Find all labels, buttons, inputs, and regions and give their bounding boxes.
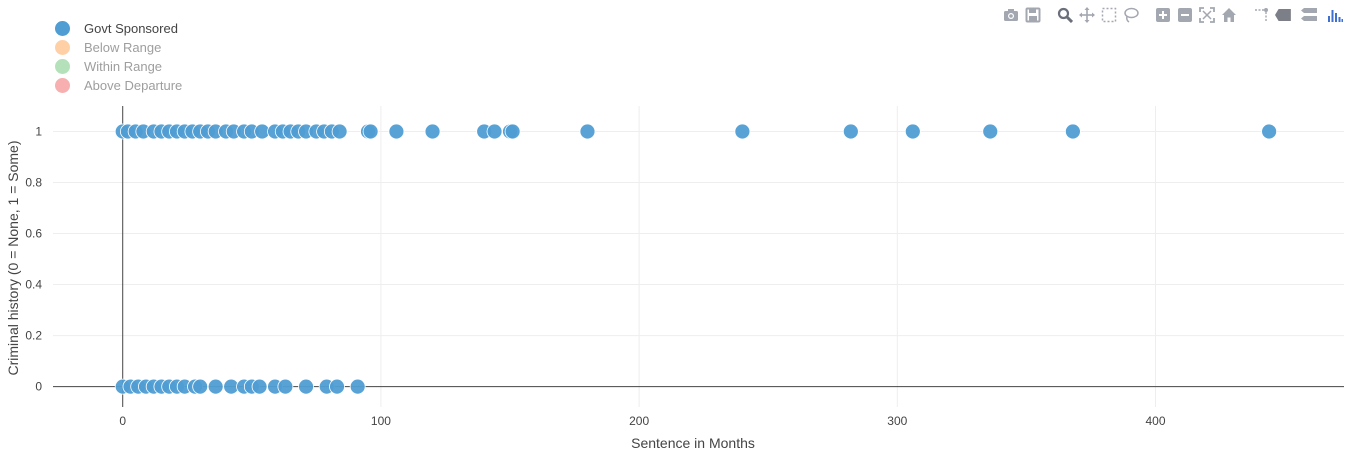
data-point[interactable] [424, 123, 441, 140]
data-point[interactable] [349, 378, 366, 395]
data-point[interactable] [277, 378, 294, 395]
data-point[interactable] [1261, 123, 1278, 140]
y-tick-label: 0.2 [25, 329, 42, 343]
legend-label: Govt Sponsored [84, 21, 178, 36]
legend-label: Within Range [84, 59, 163, 74]
x-tick-label: 200 [629, 414, 649, 428]
legend-marker-icon [55, 21, 70, 36]
plotly-logo-icon[interactable] [1327, 7, 1343, 23]
legend-item[interactable]: Above Departure [55, 76, 182, 95]
data-points[interactable] [114, 123, 1278, 395]
y-tick-label: 0.6 [25, 227, 42, 241]
legend-item[interactable]: Govt Sponsored [55, 19, 182, 38]
legend: Govt Sponsored Below Range Within Range Abo… [55, 19, 182, 95]
y-tick-label: 0.4 [25, 278, 42, 292]
x-tick-label: 400 [1145, 414, 1165, 428]
data-point[interactable] [388, 123, 405, 140]
data-point[interactable] [331, 123, 348, 140]
data-point[interactable] [298, 378, 314, 395]
hover-compare-icon[interactable] [1301, 7, 1321, 23]
data-point[interactable] [207, 378, 224, 395]
data-point[interactable] [251, 378, 268, 395]
data-point[interactable] [982, 123, 999, 140]
legend-label: Below Range [84, 40, 162, 55]
data-point[interactable] [486, 123, 503, 140]
legend-marker-icon [55, 40, 70, 55]
modebar [1003, 6, 1349, 24]
legend-item[interactable]: Within Range [55, 57, 182, 76]
autoscale-icon[interactable] [1199, 7, 1215, 23]
lasso-icon[interactable] [1123, 7, 1139, 23]
camera-icon[interactable] [1003, 7, 1019, 23]
gridlines [53, 106, 1344, 407]
y-tick-label: 0 [35, 380, 42, 394]
x-tick-label: 300 [887, 414, 907, 428]
axes [53, 106, 1344, 407]
x-tick-label: 0 [119, 414, 126, 428]
data-point[interactable] [329, 378, 345, 395]
tick-labels: 0 100 200 300 400 0 0.2 0.4 0.6 0.8 1 [25, 125, 1166, 428]
y-tick-label: 0.8 [25, 176, 42, 190]
data-point[interactable] [1064, 123, 1081, 140]
data-point[interactable] [904, 123, 921, 140]
data-point[interactable] [842, 123, 859, 140]
legend-marker-icon [55, 78, 70, 93]
legend-marker-icon [55, 59, 70, 74]
legend-item[interactable]: Below Range [55, 38, 182, 57]
home-icon[interactable] [1221, 7, 1237, 23]
save-icon[interactable] [1025, 7, 1041, 23]
pan-icon[interactable] [1079, 7, 1095, 23]
zoom-in-icon[interactable] [1155, 7, 1171, 23]
x-tick-label: 100 [371, 414, 391, 428]
zoom-icon[interactable] [1057, 7, 1073, 23]
hover-closest-icon[interactable] [1275, 7, 1295, 23]
data-point[interactable] [734, 123, 751, 140]
data-point[interactable] [192, 378, 209, 395]
spike-lines-icon[interactable] [1253, 7, 1269, 23]
box-select-icon[interactable] [1101, 7, 1117, 23]
legend-label: Above Departure [84, 78, 183, 93]
zoom-out-icon[interactable] [1177, 7, 1193, 23]
data-point[interactable] [362, 123, 379, 140]
data-point[interactable] [579, 123, 596, 140]
data-point[interactable] [504, 123, 521, 140]
x-axis-title: Sentence in Months [631, 435, 755, 451]
y-axis-title: Criminal history (0 = None, 1 = Some) [5, 141, 21, 376]
y-tick-label: 1 [35, 125, 42, 139]
